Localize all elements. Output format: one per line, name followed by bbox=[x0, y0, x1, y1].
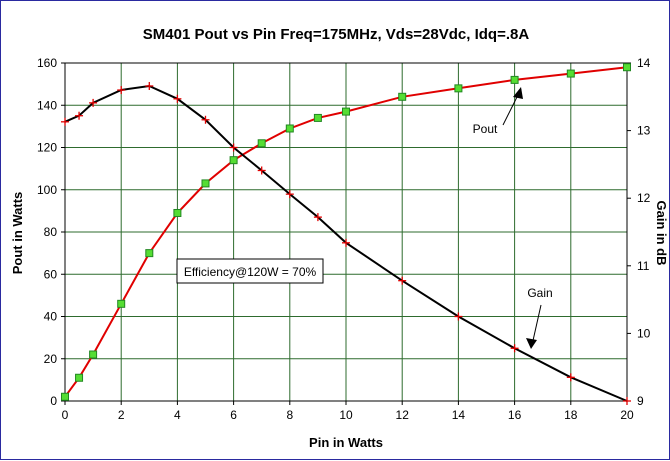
data-point-pout-1 bbox=[75, 373, 84, 382]
x-tick-label-6: 12 bbox=[396, 408, 410, 422]
y2-tick-label-1: 10 bbox=[637, 326, 651, 340]
data-point-gain-1 bbox=[75, 111, 84, 120]
y2-tick-label-2: 11 bbox=[637, 259, 650, 273]
x-tick-label-1: 2 bbox=[118, 408, 125, 422]
y2-tick-label-3: 12 bbox=[637, 191, 651, 205]
data-point-pout-4 bbox=[145, 249, 154, 258]
gain-callout-label: Gain bbox=[527, 286, 552, 300]
data-point-gain-0 bbox=[61, 117, 69, 126]
y-tick-label-5: 100 bbox=[37, 183, 57, 197]
gain-callout-line bbox=[531, 304, 542, 346]
data-point-pout-3 bbox=[117, 299, 126, 308]
data-point-pout-14 bbox=[510, 75, 519, 84]
y2-tick-label-5: 14 bbox=[637, 56, 651, 70]
data-point-pout-15 bbox=[566, 69, 575, 78]
x-tick-label-4: 8 bbox=[286, 408, 293, 422]
pout-label-bg bbox=[465, 119, 505, 137]
x-tick-label-3: 6 bbox=[230, 408, 237, 422]
data-point-gain-7 bbox=[229, 143, 238, 152]
y-tick-label-2: 40 bbox=[44, 310, 58, 324]
data-point-pout-6 bbox=[201, 179, 210, 188]
data-point-pout-13 bbox=[454, 84, 463, 93]
y-tick-label-4: 80 bbox=[44, 225, 58, 239]
data-point-pout-12 bbox=[398, 92, 407, 101]
x-tick-label-2: 4 bbox=[174, 408, 181, 422]
data-point-pout-7 bbox=[229, 156, 238, 165]
data-point-pout-9 bbox=[285, 124, 294, 133]
y-tick-label-7: 140 bbox=[37, 98, 57, 112]
series-group bbox=[61, 63, 631, 405]
y-tick-label-3: 60 bbox=[44, 267, 58, 281]
data-point-gain-6 bbox=[201, 115, 210, 124]
data-point-gain-2 bbox=[89, 98, 98, 107]
data-point-gain-14 bbox=[510, 344, 519, 353]
data-point-gain-3 bbox=[117, 86, 126, 95]
data-point-gain-4 bbox=[145, 81, 154, 90]
chart-title: SM401 Pout vs Pin Freq=175MHz, Vds=28Vdc… bbox=[143, 26, 530, 43]
data-point-pout-2 bbox=[89, 350, 98, 359]
pout-callout-label: Pout bbox=[473, 122, 498, 136]
data-point-pout-16 bbox=[623, 63, 631, 72]
y2-axis-label: Gain in dB bbox=[654, 201, 669, 266]
x-tick-label-0: 0 bbox=[62, 408, 69, 422]
data-point-pout-11 bbox=[342, 107, 350, 116]
y-tick-label-8: 160 bbox=[37, 56, 57, 70]
data-point-gain-13 bbox=[454, 312, 463, 321]
y-axis-ticks: 0 20 40 60 80 100 120 140 160 bbox=[37, 56, 65, 408]
data-point-gain-9 bbox=[285, 190, 294, 199]
data-point-gain-12 bbox=[398, 276, 407, 285]
annotation-text: Efficiency@120W = 70% bbox=[184, 265, 317, 279]
x-tick-label-7: 14 bbox=[452, 408, 466, 422]
data-point-pout-8 bbox=[257, 139, 266, 148]
annotation-box bbox=[176, 258, 324, 284]
data-point-gain-8 bbox=[257, 166, 266, 175]
y-axis-label: Pout in Watts bbox=[10, 192, 25, 275]
pout-callout-arrowhead bbox=[513, 87, 523, 99]
data-point-gain-5 bbox=[173, 94, 182, 103]
data-point-gain-10 bbox=[313, 213, 322, 222]
x-tick-label-10: 20 bbox=[620, 408, 634, 422]
data-point-gain-11 bbox=[342, 238, 350, 247]
data-point-gain-15 bbox=[566, 373, 575, 382]
y-tick-label-6: 120 bbox=[37, 141, 57, 155]
data-point-gain-16 bbox=[623, 397, 631, 405]
gain-callout-arrowhead bbox=[526, 338, 537, 349]
gain-label-bg bbox=[521, 284, 559, 302]
x-axis-ticks: 0 2 4 6 8 10 12 14 16 18 20 bbox=[62, 401, 634, 422]
x-axis-label: Pin in Watts bbox=[309, 435, 383, 450]
y2-tick-label-0: 9 bbox=[637, 394, 644, 408]
data-point-pout-10 bbox=[313, 113, 322, 122]
y2-axis-ticks: 9 10 11 12 13 14 bbox=[627, 56, 651, 408]
y2-tick-label-4: 13 bbox=[637, 124, 651, 138]
x-tick-label-8: 16 bbox=[508, 408, 522, 422]
x-tick-label-9: 18 bbox=[564, 408, 578, 422]
y-tick-label-1: 20 bbox=[44, 352, 58, 366]
x-tick-label-5: 10 bbox=[339, 408, 353, 422]
y-tick-label-0: 0 bbox=[50, 394, 57, 408]
data-point-pout-5 bbox=[173, 208, 182, 217]
data-point-pout-0 bbox=[61, 392, 69, 401]
